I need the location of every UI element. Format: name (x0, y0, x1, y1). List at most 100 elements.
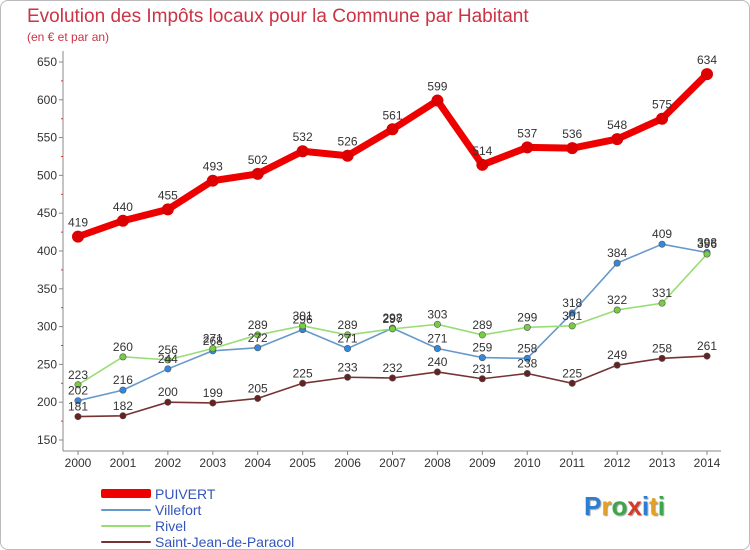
logo-letter: r (601, 491, 612, 521)
data-point-rivel (164, 356, 172, 364)
y-tick-label: 650 (37, 55, 57, 69)
data-label-puivert: 493 (203, 160, 223, 174)
data-label-rivel: 256 (158, 343, 178, 357)
data-label-puivert: 561 (382, 108, 402, 122)
data-point-rivel (344, 331, 352, 339)
data-label-rivel: 297 (382, 312, 402, 326)
data-point-villefort (119, 386, 127, 394)
y-tick-label: 450 (37, 206, 57, 220)
data-label-rivel: 331 (652, 286, 672, 300)
data-point-rivel (613, 306, 621, 314)
data-point-saint-jean-de-paracol (299, 379, 307, 387)
data-label-puivert: 537 (517, 126, 537, 140)
data-point-puivert (72, 230, 84, 243)
data-label-puivert: 575 (652, 98, 672, 112)
data-label-saint-jean-de-paracol: 231 (472, 362, 492, 376)
data-point-villefort (433, 345, 441, 353)
y-tick-label: 350 (37, 282, 57, 296)
data-label-puivert: 419 (68, 216, 88, 230)
x-tick-label: 2007 (379, 456, 406, 470)
data-label-villefort: 259 (472, 341, 492, 355)
logo-letter: x (627, 491, 642, 521)
data-point-saint-jean-de-paracol (703, 352, 711, 360)
data-point-villefort (613, 259, 621, 267)
data-label-puivert: 599 (427, 80, 447, 94)
x-tick-label: 2000 (65, 456, 92, 470)
data-label-puivert: 526 (338, 135, 358, 149)
legend-swatch (101, 541, 151, 543)
data-point-saint-jean-de-paracol (613, 361, 621, 369)
y-tick-label: 400 (37, 244, 57, 258)
x-tick-label: 2014 (694, 456, 721, 470)
data-point-rivel (478, 331, 486, 339)
data-point-rivel (74, 381, 82, 389)
x-tick-label: 2005 (289, 456, 316, 470)
y-tick-label: 150 (37, 433, 57, 447)
data-point-rivel (433, 320, 441, 328)
series-lines (72, 68, 713, 421)
data-label-rivel: 303 (427, 307, 447, 321)
data-point-saint-jean-de-paracol (478, 375, 486, 383)
data-label-saint-jean-de-paracol: 199 (203, 386, 223, 400)
data-point-saint-jean-de-paracol (523, 369, 531, 377)
data-point-rivel (299, 322, 307, 330)
data-label-rivel: 289 (338, 318, 358, 332)
x-tick-label: 2008 (424, 456, 451, 470)
data-point-rivel (658, 299, 666, 307)
data-label-rivel: 289 (472, 318, 492, 332)
data-point-rivel (119, 353, 127, 361)
data-point-puivert (611, 133, 624, 146)
data-point-puivert (341, 149, 354, 162)
data-label-villefort: 318 (562, 296, 582, 310)
data-point-villefort (523, 354, 531, 362)
data-label-saint-jean-de-paracol: 240 (427, 355, 447, 369)
data-point-puivert (701, 68, 713, 81)
data-point-rivel (568, 322, 576, 330)
data-label-rivel: 301 (293, 309, 313, 323)
y-tick-label: 300 (37, 320, 57, 334)
x-tick-label: 2013 (649, 456, 676, 470)
legend-label: Rivel (155, 518, 187, 534)
data-point-puivert (386, 123, 399, 136)
data-label-puivert: 634 (697, 53, 717, 67)
data-point-saint-jean-de-paracol (74, 413, 82, 421)
data-point-saint-jean-de-paracol (568, 379, 576, 387)
data-point-puivert (161, 203, 174, 216)
data-label-rivel: 299 (517, 310, 537, 324)
data-label-saint-jean-de-paracol: 238 (517, 356, 537, 370)
data-point-rivel (254, 331, 262, 339)
y-tick-label: 600 (37, 93, 57, 107)
data-label-rivel: 301 (562, 309, 582, 323)
data-label-puivert: 455 (158, 188, 178, 202)
data-point-villefort (478, 354, 486, 362)
data-label-rivel: 322 (607, 293, 627, 307)
data-label-saint-jean-de-paracol: 258 (652, 341, 672, 355)
data-point-puivert (206, 174, 219, 187)
logo-letter: P (584, 491, 602, 521)
data-point-saint-jean-de-paracol (344, 373, 352, 381)
y-tick-label: 550 (37, 131, 57, 145)
data-point-puivert (521, 141, 534, 154)
chart-subtitle: (en € et par an) (27, 30, 110, 44)
data-point-saint-jean-de-paracol (433, 368, 441, 376)
data-point-saint-jean-de-paracol (658, 354, 666, 362)
x-tick-label: 2003 (199, 456, 226, 470)
proxiti-logo: Proxiti (584, 491, 665, 522)
data-label-villefort: 409 (652, 227, 672, 241)
data-label-saint-jean-de-paracol: 182 (113, 399, 133, 413)
data-label-rivel: 396 (697, 237, 717, 251)
data-point-rivel (209, 345, 217, 353)
data-label-puivert: 536 (562, 127, 582, 141)
data-label-saint-jean-de-paracol: 225 (293, 366, 313, 380)
data-point-villefort (164, 365, 172, 373)
chart-title: Evolution des Impôts locaux pour la Comm… (27, 6, 529, 27)
logo-letter: t (649, 491, 658, 521)
data-label-villefort: 272 (248, 331, 268, 345)
data-point-villefort (568, 309, 576, 317)
data-point-rivel (703, 250, 711, 258)
data-label-rivel: 271 (203, 332, 223, 346)
data-point-villefort (74, 397, 82, 405)
data-label-rivel: 289 (248, 318, 268, 332)
y-tick-label: 250 (37, 357, 57, 371)
